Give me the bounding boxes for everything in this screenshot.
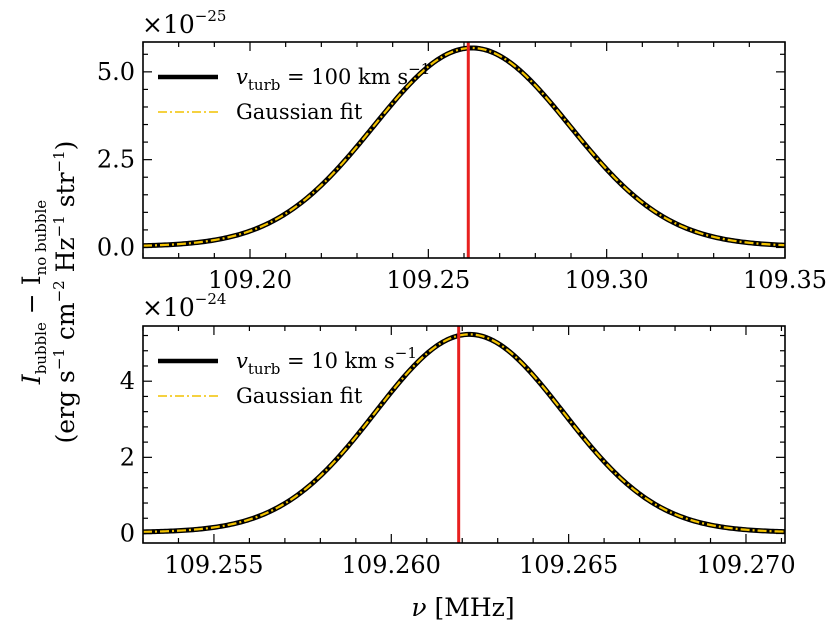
y-axis-label-line1: Ibubble − Ino bubble xyxy=(17,200,50,385)
top-panel: 109.20 109.25 109.30 109.35 0.0 2.5 5.0 ×10−25… xyxy=(97,7,827,294)
top-legend: vturb = 100 km s−1 Gaussian fit xyxy=(158,60,430,124)
top-x-tick-label: 109.20 xyxy=(208,266,292,294)
top-curves xyxy=(142,45,786,249)
bottom-multiplier: ×10−24 xyxy=(142,290,226,322)
top-series-gaussian-fit-line xyxy=(142,46,786,247)
top-multiplier: ×10−25 xyxy=(142,7,226,39)
bottom-panel: 109.255 109.260 109.265 109.270 0 2 4 ×10−24 v… xyxy=(120,290,796,579)
top-y-tick-label: 5.0 xyxy=(97,58,135,86)
bottom-legend-entry-gaussian-fit: Gaussian fit xyxy=(236,384,363,408)
top-axes-frame xyxy=(142,41,786,259)
bottom-x-tick-label: 109.270 xyxy=(696,551,795,579)
bottom-ticks xyxy=(142,326,785,543)
bottom-legend-entry-vturb: vturb = 10 km s−1 xyxy=(236,344,417,378)
bottom-x-tick-label: 109.265 xyxy=(519,551,618,579)
y-axis-label-line2: (erg s−1 cm−2 Hz−1 str−1) xyxy=(50,141,80,444)
bottom-x-tick-label: 109.260 xyxy=(342,551,441,579)
x-axis-label: ν [MHz] xyxy=(411,593,514,622)
top-y-tick-label: 2.5 xyxy=(97,146,135,174)
bottom-curves xyxy=(142,331,786,535)
bottom-series-gaussian-fit-line xyxy=(142,333,786,533)
bottom-axes-frame xyxy=(142,325,786,544)
bottom-y-tick-label: 4 xyxy=(120,367,135,395)
bottom-x-tick-label: 109.255 xyxy=(164,551,263,579)
top-x-tick-label: 109.25 xyxy=(386,266,470,294)
bottom-y-tick-label: 0 xyxy=(120,519,135,547)
bottom-y-tick-label: 2 xyxy=(120,443,135,471)
bottom-legend: vturb = 10 km s−1 Gaussian fit xyxy=(158,344,417,408)
bottom-tick-labels: 109.255 109.260 109.265 109.270 0 2 4 xyxy=(120,367,796,579)
top-y-tick-label: 0.0 xyxy=(97,233,135,261)
top-x-tick-label: 109.30 xyxy=(565,266,649,294)
top-legend-entry-vturb: vturb = 100 km s−1 xyxy=(236,60,430,94)
top-legend-entry-gaussian-fit: Gaussian fit xyxy=(236,100,363,124)
top-x-tick-label: 109.35 xyxy=(743,266,827,294)
top-tick-labels: 109.20 109.25 109.30 109.35 0.0 2.5 5.0 xyxy=(97,58,827,294)
